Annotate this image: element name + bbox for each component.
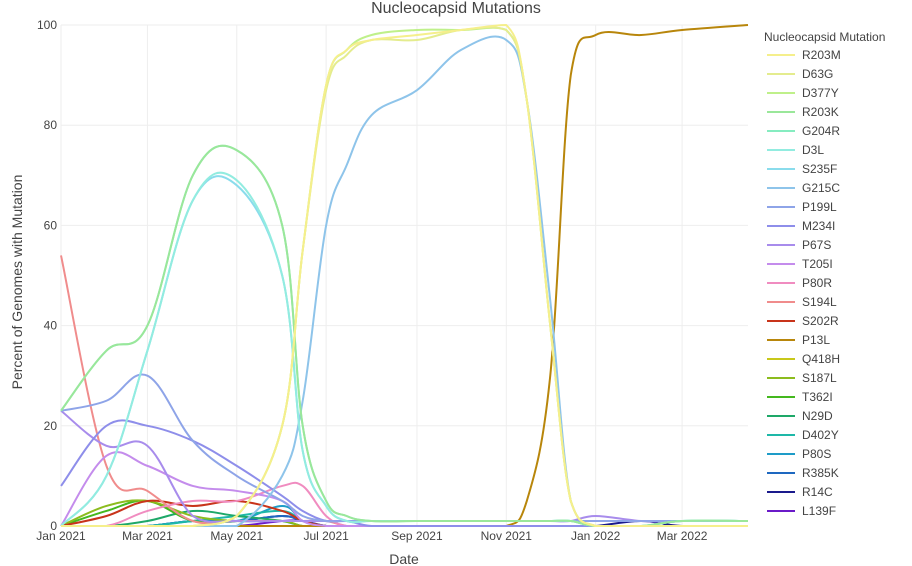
- y-tick-label: 100: [37, 18, 57, 32]
- y-axis-label: Percent of Genomes with Mutation: [9, 175, 25, 390]
- legend-label: P13L: [802, 333, 830, 347]
- legend-item-T362I[interactable]: T362I: [767, 390, 833, 404]
- series-line-R203M: [61, 24, 748, 528]
- x-axis: Jan 2021 Mar 2021 May 2021 Jul 2021 Sep 2021…: [36, 529, 707, 543]
- series-line-P80R: [61, 481, 748, 528]
- chart-title: Nucleocapsid Mutations: [371, 0, 541, 17]
- legend-label: P67S: [802, 238, 831, 252]
- x-tick-label: Jul 2021: [303, 529, 349, 543]
- legend-label: R203M: [802, 48, 841, 62]
- legend-item-R14C[interactable]: R14C: [767, 485, 833, 499]
- series-line-S194L: [60, 255, 748, 528]
- x-tick-label: Mar 2021: [122, 529, 173, 543]
- y-tick-label: 60: [44, 218, 58, 232]
- series-line-G215C: [61, 35, 748, 528]
- legend-item-D377Y[interactable]: D377Y: [767, 86, 839, 100]
- legend-title: Nucleocapsid Mutation: [764, 30, 885, 44]
- legend-label: D3L: [802, 143, 824, 157]
- legend-item-R203M[interactable]: R203M: [767, 48, 841, 62]
- legend-item-G204R[interactable]: G204R: [767, 124, 840, 138]
- legend-label: P80S: [802, 447, 831, 461]
- legend: Nucleocapsid Mutation R203M D63G D377Y R203…: [764, 30, 885, 518]
- x-tick-label: May 2021: [210, 529, 263, 543]
- legend-item-S194L[interactable]: S194L: [767, 295, 837, 309]
- x-tick-label: Sep 2021: [391, 529, 443, 543]
- legend-label: S235F: [802, 162, 837, 176]
- y-tick-label: 20: [44, 419, 58, 433]
- legend-label: D377Y: [802, 86, 839, 100]
- y-tick-label: 40: [44, 319, 58, 333]
- legend-item-P80S[interactable]: P80S: [767, 447, 831, 461]
- legend-label: P199L: [802, 200, 837, 214]
- legend-label: N29D: [802, 409, 833, 423]
- legend-item-D3L[interactable]: D3L: [767, 143, 824, 157]
- legend-label: S202R: [802, 314, 839, 328]
- legend-item-S235F[interactable]: S235F: [767, 162, 837, 176]
- legend-item-T205I[interactable]: T205I: [767, 257, 833, 271]
- legend-label: G215C: [802, 181, 840, 195]
- legend-label: L139F: [802, 504, 836, 518]
- legend-item-R385K[interactable]: R385K: [767, 466, 839, 480]
- legend-label: R203K: [802, 105, 839, 119]
- gridlines: [60, 24, 748, 527]
- legend-item-S202R[interactable]: S202R: [767, 314, 839, 328]
- legend-item-R203K[interactable]: R203K: [767, 105, 839, 119]
- y-tick-label: 80: [44, 118, 58, 132]
- legend-label: R385K: [802, 466, 839, 480]
- legend-label: D63G: [802, 67, 833, 81]
- legend-label: Q418H: [802, 352, 840, 366]
- legend-label: T205I: [802, 257, 833, 271]
- legend-label: S187L: [802, 371, 837, 385]
- series-line-T205I: [60, 451, 748, 528]
- legend-item-N29D[interactable]: N29D: [767, 409, 833, 423]
- legend-item-P80R[interactable]: P80R: [767, 276, 832, 290]
- series-line-D402Y: [61, 509, 748, 528]
- y-axis: 0 20 40 60 80 100: [37, 18, 57, 533]
- legend-label: M234I: [802, 219, 835, 233]
- legend-item-L139F[interactable]: L139F: [767, 504, 836, 518]
- y-tick-label: 0: [50, 519, 57, 533]
- legend-label: R14C: [802, 485, 833, 499]
- series-line-P199L: [60, 373, 748, 523]
- legend-item-D63G[interactable]: D63G: [767, 67, 833, 81]
- x-tick-label: Nov 2021: [481, 529, 533, 543]
- legend-label: G204R: [802, 124, 840, 138]
- legend-label: D402Y: [802, 428, 839, 442]
- legend-item-Q418H[interactable]: Q418H: [767, 352, 840, 366]
- series-line-R203K: [60, 144, 749, 527]
- legend-label: T362I: [802, 390, 833, 404]
- legend-label: S194L: [802, 295, 837, 309]
- legend-label: P80R: [802, 276, 832, 290]
- x-tick-label: Mar 2022: [657, 529, 708, 543]
- legend-item-P67S[interactable]: P67S: [767, 238, 831, 252]
- legend-item-P13L[interactable]: P13L: [767, 333, 830, 347]
- legend-item-D402Y[interactable]: D402Y: [767, 428, 839, 442]
- legend-item-G215C[interactable]: G215C: [767, 181, 840, 195]
- plot-area: [60, 24, 749, 528]
- legend-item-P199L[interactable]: P199L: [767, 200, 837, 214]
- legend-item-M234I[interactable]: M234I: [767, 219, 835, 233]
- x-axis-label: Date: [389, 551, 419, 566]
- x-tick-label: Jan 2022: [571, 529, 621, 543]
- legend-item-S187L[interactable]: S187L: [767, 371, 837, 385]
- x-tick-label: Jan 2021: [36, 529, 86, 543]
